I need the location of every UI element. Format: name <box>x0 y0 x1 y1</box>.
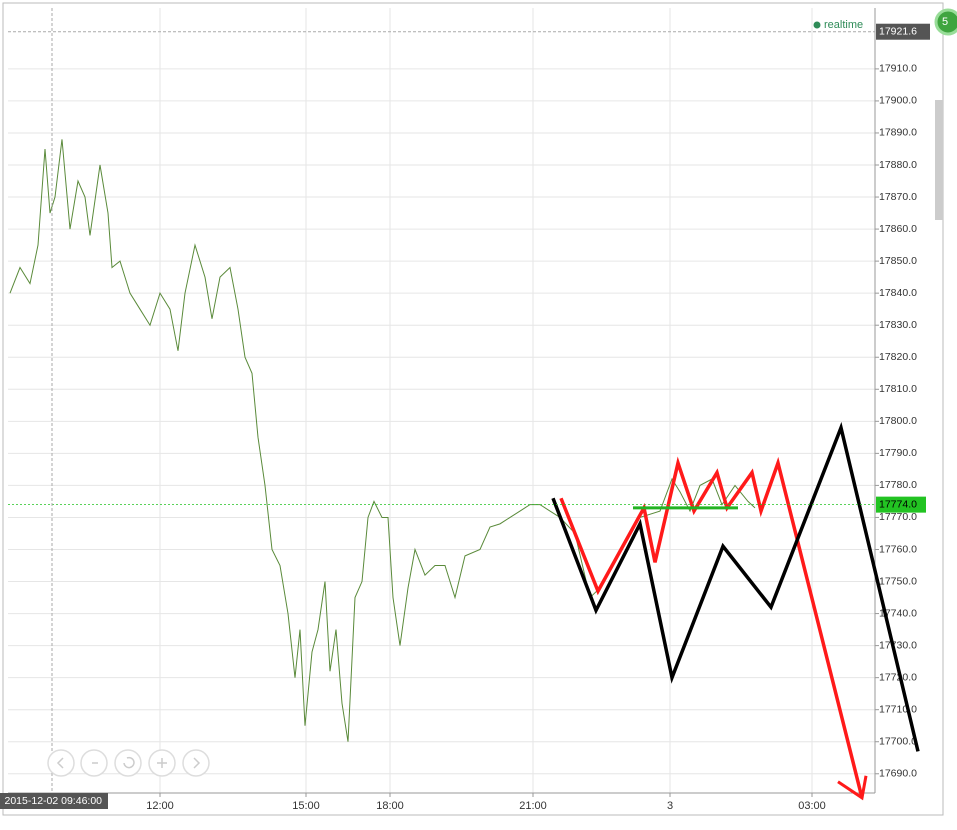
reset[interactable] <box>114 749 142 777</box>
frame <box>2 2 944 816</box>
y-tick-label: 17910.0 <box>879 63 917 75</box>
status-dot <box>813 21 821 29</box>
crosshair-y-box <box>876 23 930 40</box>
y-tick-label: 17700.0 <box>879 736 917 748</box>
y-tick-label: 17880.0 <box>879 159 917 171</box>
y-tick-label: 17810.0 <box>879 383 917 395</box>
y-tick-label: 17730.0 <box>879 639 917 651</box>
crosshair-x-label: 2015-12-02 09:46:00 <box>5 795 103 807</box>
y-tick-label: 17820.0 <box>879 351 917 363</box>
x-tick-label: 15:00 <box>292 800 320 812</box>
y-tick-label: 17770.0 <box>879 511 917 523</box>
y-tick-label: 17720.0 <box>879 671 917 683</box>
y-tick-label: 17890.0 <box>879 127 917 139</box>
y-tick-label: 17710.0 <box>879 703 917 715</box>
x-tick-label: 21:00 <box>519 800 547 812</box>
y-tick-label: 17830.0 <box>879 319 917 331</box>
last-price-label: 17774.0 <box>879 498 917 510</box>
y-tick-label: 17760.0 <box>879 543 917 555</box>
series-line <box>551 421 920 752</box>
y-tick-label: 17840.0 <box>879 287 917 299</box>
series-line <box>559 456 864 799</box>
status: realtime <box>824 19 863 31</box>
y-tick-label: 17740.0 <box>879 607 917 619</box>
y-tick-label: 17870.0 <box>879 191 917 203</box>
scroll-right[interactable] <box>182 749 210 777</box>
crosshair-y-label: 17921.6 <box>879 25 917 37</box>
zoom-controls <box>47 749 210 777</box>
last-price-box <box>876 496 926 513</box>
y-tick-label: 17780.0 <box>879 479 917 491</box>
y-tick-label: 17800.0 <box>879 415 917 427</box>
x-tick-label: 18:00 <box>376 800 404 812</box>
scrollbar[interactable] <box>935 100 943 220</box>
x-tick-label: 3 <box>667 800 673 812</box>
arrow-head <box>837 775 868 801</box>
y-tick-label: 17690.0 <box>879 768 917 780</box>
badge-text: 5 <box>942 16 948 28</box>
scroll-left[interactable] <box>47 749 75 777</box>
badge[interactable] <box>934 8 957 36</box>
y-tick-label: 17860.0 <box>879 223 917 235</box>
y-tick-label: 17750.0 <box>879 575 917 587</box>
y-tick-label: 17790.0 <box>879 447 917 459</box>
y-tick-label: 17850.0 <box>879 255 917 267</box>
x-tick-label: 03:00 <box>798 800 826 812</box>
crosshair-x-box <box>0 793 108 809</box>
y-tick-label: 17900.0 <box>879 95 917 107</box>
x-tick-label: 12:00 <box>146 800 174 812</box>
